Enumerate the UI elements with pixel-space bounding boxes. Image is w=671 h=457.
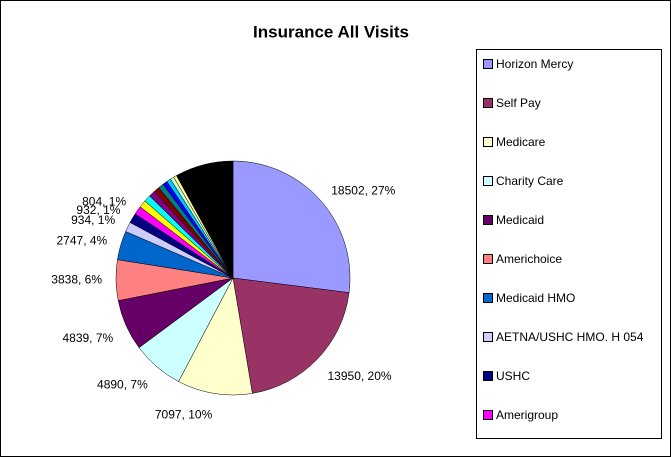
legend-swatch: [483, 332, 493, 342]
legend-label: Medicaid: [496, 213, 545, 227]
legend-label: AETNA/USHC HMO. H 054: [496, 330, 644, 344]
data-label: 932, 1%: [76, 203, 120, 217]
data-label: 804, 1%: [82, 194, 126, 208]
data-label: 4839, 7%: [62, 331, 113, 345]
legend-swatch: [483, 98, 493, 108]
pie-slice: [176, 160, 234, 279]
legend-label: Horizon Mercy: [496, 57, 574, 71]
pie-slice: [232, 277, 350, 394]
data-label: 3838, 6%: [51, 273, 102, 287]
legend-swatch: [483, 215, 493, 225]
legend-swatch: [483, 254, 493, 264]
legend-label: Charity Care: [496, 174, 564, 188]
pie-slice: [178, 277, 253, 396]
legend-swatch: [483, 410, 493, 420]
legend-label: Americhoice: [496, 252, 563, 266]
legend-label: Medicare: [496, 135, 546, 149]
legend-label: Self Pay: [496, 96, 541, 110]
legend-label: Medicaid HMO: [496, 291, 576, 305]
legend-label: Amerigroup: [496, 408, 559, 422]
legend-swatch: [483, 176, 493, 186]
legend-label: USHC: [496, 369, 531, 383]
chart-title: Insurance All Visits: [253, 22, 409, 41]
data-label: 4890, 7%: [97, 378, 148, 392]
data-label: 13950, 20%: [328, 369, 392, 383]
legend-box: [476, 49, 662, 439]
pie-slice: [232, 160, 351, 293]
legend-swatch: [483, 293, 493, 303]
legend-swatch: [483, 137, 493, 147]
data-label: 7097, 10%: [155, 408, 213, 422]
legend-swatch: [483, 371, 493, 381]
data-label: 18502, 27%: [331, 184, 395, 198]
data-label: 934, 1%: [71, 213, 115, 227]
data-label: 2747, 4%: [57, 234, 108, 248]
legend-swatch: [483, 59, 493, 69]
